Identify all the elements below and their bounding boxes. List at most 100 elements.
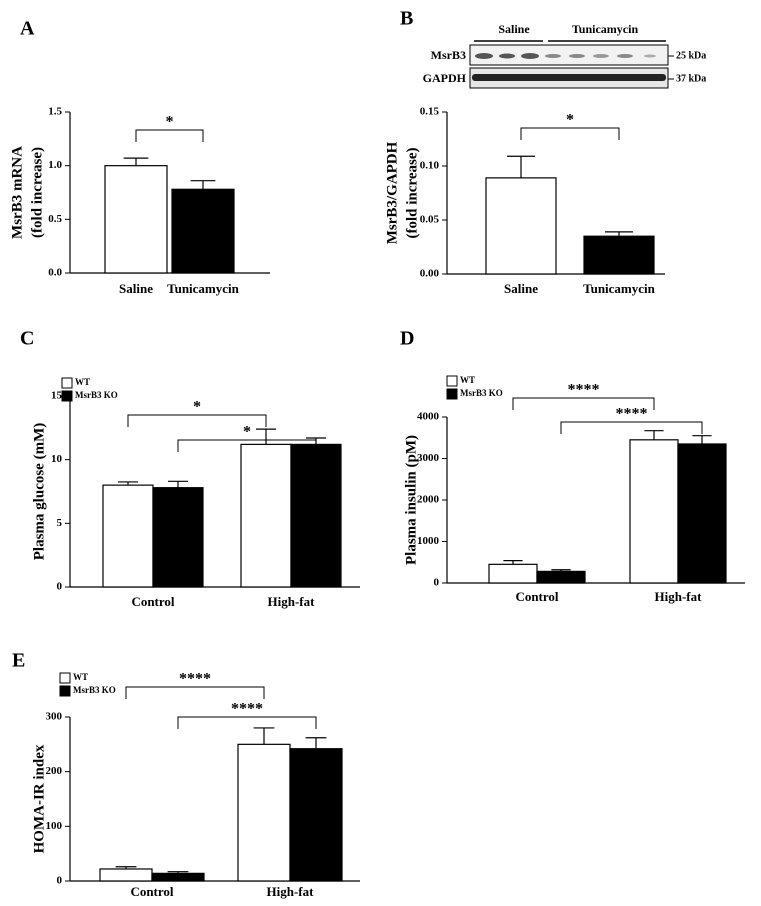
bar <box>629 439 679 584</box>
y-tick-label: 0.0 <box>48 267 62 279</box>
significance-label: * <box>166 114 174 131</box>
panel-letter: E <box>12 650 25 672</box>
y-axis-label: Plasma insulin (pM) <box>403 435 419 565</box>
y-tick-label: 0.10 <box>420 160 440 172</box>
y-axis-label: (fold increase) <box>29 147 45 238</box>
y-axis-label: (fold increase) <box>404 148 420 239</box>
y-tick-label: 1.5 <box>48 106 62 118</box>
panel: D Plasma insulin (pM) 0 1000 2000 3000 4000 Con… <box>400 328 745 604</box>
blot-lane-label: Saline <box>498 22 530 36</box>
legend-swatch <box>59 685 71 697</box>
significance-bracket <box>560 421 703 434</box>
bar <box>536 570 586 584</box>
panel-letter: B <box>400 8 413 30</box>
significance-bracket <box>520 127 620 140</box>
x-tick-label: Control <box>515 589 558 604</box>
legend-swatch <box>59 672 71 684</box>
bar <box>488 563 538 584</box>
legend-label: WT <box>73 672 88 682</box>
bar <box>237 743 291 882</box>
significance-bracket <box>177 439 317 452</box>
y-tick-label: 0 <box>57 581 63 593</box>
significance-label: * <box>193 399 201 416</box>
x-tick-label: Control <box>130 884 173 899</box>
x-tick-label: Control <box>131 594 174 609</box>
x-tick-label: High-fat <box>655 589 703 604</box>
legend-label: WT <box>75 377 90 387</box>
significance-bracket <box>135 129 204 142</box>
panel: E HOMA-IR index 0 100 200 300 Control High-fat *… <box>12 650 360 899</box>
legend-label: MsrB3 KO <box>73 685 116 695</box>
panel-letter: C <box>20 328 34 350</box>
legend-swatch <box>446 375 458 387</box>
y-tick-label: 2000 <box>417 494 440 506</box>
x-tick-label: Saline <box>504 281 538 296</box>
y-tick-label: 1.0 <box>48 159 62 171</box>
bar <box>485 177 557 275</box>
y-tick-label: 0.5 <box>48 213 62 225</box>
legend-label: WT <box>460 375 475 385</box>
significance-label: **** <box>568 382 600 399</box>
y-tick-label: 5 <box>57 517 63 529</box>
y-tick-label: 4000 <box>417 411 440 423</box>
y-axis-label: MsrB3/GAPDH <box>384 141 400 244</box>
marker-label: 37 kDa <box>676 73 706 84</box>
y-tick-label: 0 <box>57 875 63 887</box>
y-tick-label: 100 <box>46 820 63 832</box>
western-blot: Saline Tunicamycin MsrB3 GAPDH 25 kDa 37… <box>423 22 706 89</box>
y-tick-label: 15 <box>51 390 63 402</box>
significance-label: * <box>566 112 574 129</box>
y-tick-label: 0.00 <box>420 268 440 280</box>
significance-bracket <box>127 414 267 427</box>
panel: B MsrB3/GAPDH (fold increase) 0.00 0.05 0.10 0… <box>384 8 665 296</box>
y-tick-label: 0.15 <box>420 106 440 118</box>
bar <box>99 868 153 882</box>
bar <box>240 443 292 588</box>
panel-letter: D <box>400 328 414 350</box>
bar <box>583 235 655 275</box>
y-tick-label: 200 <box>46 765 63 777</box>
panel: C Plasma glucose (mM) 0 5 10 15 Control High-fa… <box>20 328 360 609</box>
legend-swatch <box>61 390 73 402</box>
marker-label: 25 kDa <box>676 50 706 61</box>
y-axis-label: HOMA-IR index <box>31 744 47 853</box>
blot-row-label: MsrB3 <box>431 48 466 62</box>
blot-row-label: GAPDH <box>423 71 467 85</box>
significance-bracket <box>512 397 655 410</box>
y-axis-label: MsrB3 mRNA <box>9 146 25 239</box>
y-tick-label: 0 <box>434 577 440 589</box>
bar <box>171 188 235 274</box>
bar <box>677 443 727 584</box>
x-tick-label: Tunicamycin <box>583 281 656 296</box>
bar <box>152 487 204 588</box>
bar <box>102 484 154 588</box>
y-tick-label: 10 <box>51 453 63 465</box>
bar <box>151 872 205 882</box>
bar <box>289 748 343 882</box>
x-tick-label: High-fat <box>267 884 315 899</box>
bar <box>290 443 342 588</box>
blot-strip <box>469 44 669 66</box>
significance-bracket <box>177 716 317 729</box>
significance-label: **** <box>231 701 263 718</box>
y-tick-label: 0.05 <box>420 214 440 226</box>
panel: A MsrB3 mRNA (fold increase) 0.0 0.5 1.0 1.5 Sa… <box>9 18 270 296</box>
y-tick-label: 3000 <box>417 452 440 464</box>
bar <box>104 165 168 274</box>
blot-bands <box>472 53 666 81</box>
legend-label: MsrB3 KO <box>75 390 118 400</box>
significance-label: **** <box>616 406 648 423</box>
x-tick-label: High-fat <box>268 594 316 609</box>
significance-label: * <box>243 424 251 441</box>
legend-swatch <box>61 377 73 389</box>
x-tick-label: Saline <box>119 281 153 296</box>
blot-lane-label: Tunicamycin <box>572 22 639 36</box>
significance-label: **** <box>179 671 211 688</box>
y-tick-label: 300 <box>46 711 63 723</box>
y-tick-label: 1000 <box>417 535 440 547</box>
legend-label: MsrB3 KO <box>460 388 503 398</box>
panel-letter: A <box>20 18 35 40</box>
x-tick-label: Tunicamycin <box>167 281 240 296</box>
y-axis-label: Plasma glucose (mM) <box>31 423 47 560</box>
